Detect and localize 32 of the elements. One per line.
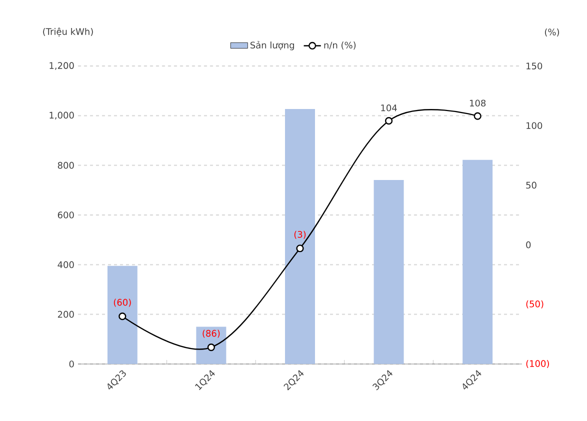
data-label: 108 <box>470 100 486 107</box>
y2-tick-label: 0 <box>526 241 531 248</box>
data-label: 104 <box>381 104 397 112</box>
legend-label: n/n (%) <box>324 42 356 50</box>
point <box>474 112 482 120</box>
y2-tick-label: (50) <box>526 300 544 308</box>
y2-axis-title: (%) <box>544 28 560 36</box>
data-label: (60) <box>114 298 131 307</box>
bar <box>107 266 138 364</box>
y2-tick-label: (100) <box>526 360 549 368</box>
y2-tick-label: 150 <box>526 62 542 70</box>
point <box>118 312 126 320</box>
data-label: (86) <box>202 330 220 338</box>
y2-tick-label: 100 <box>526 122 542 130</box>
bar <box>284 108 315 364</box>
y-tick-label: 0 <box>69 360 74 368</box>
point <box>207 344 215 352</box>
y-axis-title: (Triệu kWh) <box>43 28 93 36</box>
y-tick-label: 600 <box>58 212 74 218</box>
y-tick-label: 800 <box>58 162 74 169</box>
point <box>385 117 393 125</box>
legend-label: Sản lượng <box>250 41 294 50</box>
y-tick-label: 400 <box>58 261 74 268</box>
data-label: (3) <box>294 230 306 239</box>
y-tick-label: 1,000 <box>50 112 74 120</box>
point <box>296 244 304 252</box>
y-tick-label: 200 <box>58 310 74 318</box>
bar <box>196 326 226 364</box>
y-tick-label: 1,200 <box>50 62 74 70</box>
bar <box>374 180 404 364</box>
y2-tick-label: 50 <box>526 182 536 189</box>
bar <box>462 160 493 364</box>
